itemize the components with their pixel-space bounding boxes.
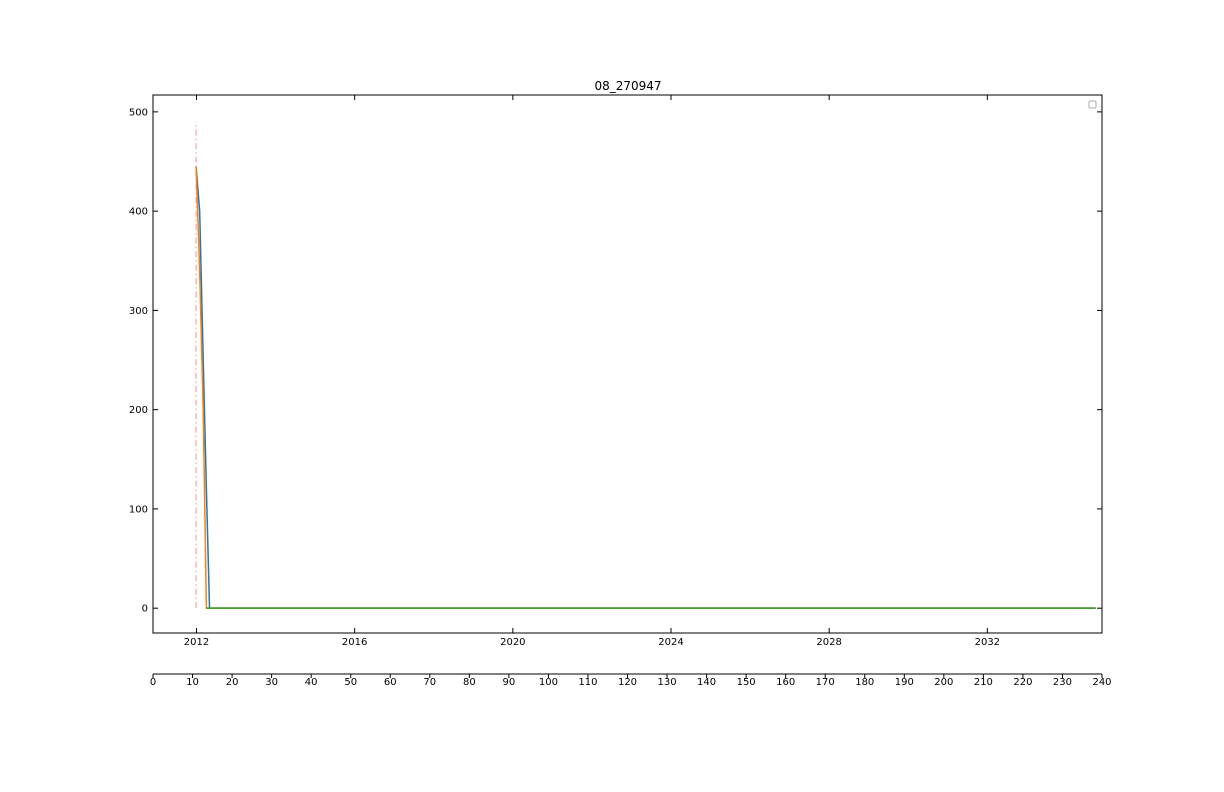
x-tick-label: 2012 xyxy=(184,637,209,648)
series-line-2 xyxy=(195,166,1096,609)
legend-box xyxy=(1088,100,1097,109)
index-tick-label: 120 xyxy=(618,677,637,688)
x-tick-label: 2016 xyxy=(342,637,367,648)
chart-title: 08_270947 xyxy=(594,79,661,93)
x-tick-label: 2028 xyxy=(816,637,841,648)
x-tick-label: 2032 xyxy=(975,637,1000,648)
index-tick-label: 30 xyxy=(265,677,278,688)
index-tick-label: 60 xyxy=(384,677,397,688)
y-tick-label: 100 xyxy=(129,504,148,515)
series-line-1 xyxy=(195,166,1096,609)
index-tick-label: 110 xyxy=(578,677,597,688)
y-tick-label: 0 xyxy=(142,604,148,615)
index-tick-label: 10 xyxy=(186,677,199,688)
index-tick-label: 210 xyxy=(974,677,993,688)
index-tick-label: 40 xyxy=(305,677,318,688)
x-tick-label: 2020 xyxy=(500,637,525,648)
index-tick-label: 200 xyxy=(934,677,953,688)
index-tick-label: 180 xyxy=(855,677,874,688)
index-tick-label: 0 xyxy=(150,677,156,688)
index-tick-label: 70 xyxy=(423,677,436,688)
index-tick-label: 190 xyxy=(895,677,914,688)
plot-frame xyxy=(152,94,1103,634)
y-tick-label: 500 xyxy=(129,107,148,118)
y-tick-label: 400 xyxy=(129,207,148,218)
index-tick-label: 20 xyxy=(226,677,239,688)
index-tick-label: 80 xyxy=(463,677,476,688)
index-tick-label: 140 xyxy=(697,677,716,688)
index-tick-label: 220 xyxy=(1013,677,1032,688)
index-tick-label: 50 xyxy=(344,677,357,688)
index-tick-label: 130 xyxy=(657,677,676,688)
index-tick-label: 100 xyxy=(539,677,558,688)
plot-area xyxy=(195,121,1096,609)
index-tick-label: 150 xyxy=(737,677,756,688)
index-tick-label: 90 xyxy=(503,677,516,688)
x-tick-label: 2024 xyxy=(658,637,683,648)
y-tick-label: 200 xyxy=(129,405,148,416)
index-tick-label: 240 xyxy=(1092,677,1111,688)
index-tick-label: 230 xyxy=(1053,677,1072,688)
index-tick-label: 170 xyxy=(816,677,835,688)
index-tick-label: 160 xyxy=(776,677,795,688)
y-tick-label: 300 xyxy=(129,306,148,317)
